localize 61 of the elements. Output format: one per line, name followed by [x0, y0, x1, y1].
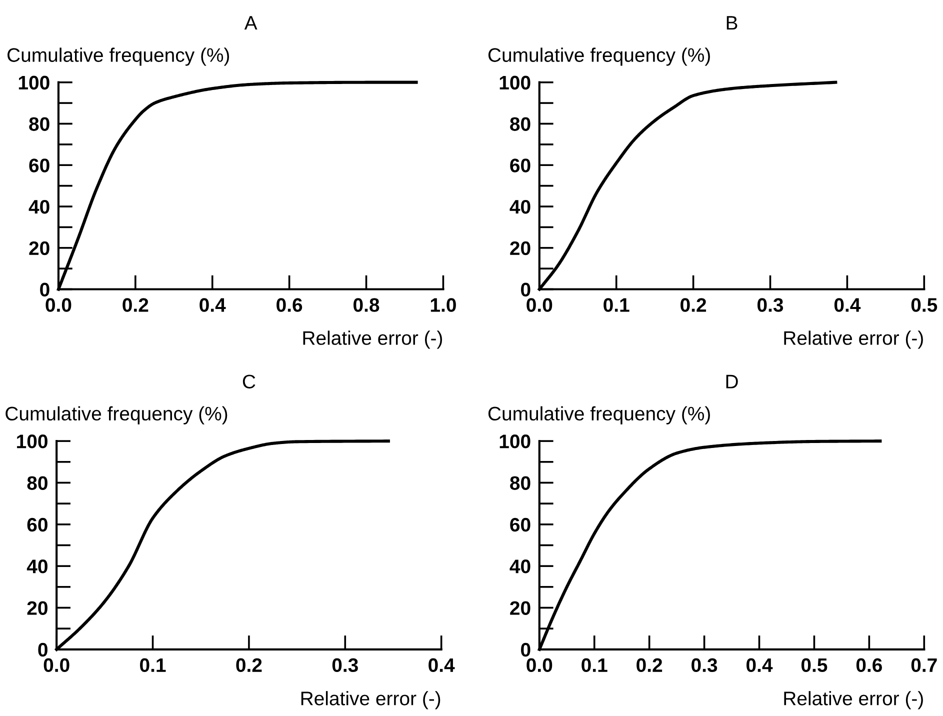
- y-tick-label: 60: [510, 158, 530, 172]
- x-tick-label: 0.3: [757, 298, 784, 312]
- y-tick-label: 20: [510, 601, 530, 615]
- y-tick-label: 60: [29, 158, 50, 172]
- x-axis-title: Relative error (-): [784, 330, 923, 349]
- y-tick-label: 20: [27, 601, 48, 615]
- x-tick-label: 0.0: [46, 298, 72, 312]
- y-tick-label: 100: [17, 434, 48, 448]
- x-tick-label: 0.5: [911, 298, 938, 312]
- y-tick-label: 40: [510, 200, 530, 214]
- y-axis-title: Cumulative frequency (%): [6, 406, 228, 424]
- x-tick-label: 0.4: [746, 658, 773, 672]
- y-tick-label: 40: [28, 200, 50, 214]
- chart-title: A: [244, 16, 258, 30]
- x-axis-title: Relative error (-): [303, 330, 442, 349]
- y-tick-label: 0: [40, 282, 50, 296]
- y-tick-label: 0: [38, 642, 48, 657]
- x-tick-label: 0.3: [692, 658, 718, 672]
- chart-title: B: [726, 16, 738, 30]
- y-tick-label: 100: [500, 434, 530, 448]
- x-tick-label: 1.0: [430, 298, 456, 312]
- x-tick-label: 0.4: [834, 298, 861, 312]
- y-tick-label: 20: [510, 241, 530, 256]
- x-tick-label: 0.2: [680, 298, 706, 312]
- y-tick-label: 60: [27, 518, 48, 532]
- y-axis-title: Cumulative frequency (%): [488, 406, 710, 424]
- y-tick-label: 80: [27, 476, 48, 490]
- y-tick-label: 0: [521, 642, 530, 657]
- x-axis-title: Relative error (-): [784, 691, 923, 710]
- x-tick-label: 0.1: [582, 658, 608, 672]
- x-tick-label: 0.8: [354, 298, 380, 312]
- x-tick-label: 0.0: [44, 658, 70, 672]
- x-tick-label: 0.0: [526, 658, 552, 672]
- x-tick-label: 0.3: [332, 658, 358, 672]
- x-tick-label: 0.2: [636, 658, 662, 672]
- y-tick-label: 80: [29, 117, 50, 131]
- x-tick-label: 0.4: [200, 298, 226, 312]
- x-tick-label: 0.1: [140, 658, 166, 672]
- y-tick-label: 80: [510, 117, 530, 131]
- x-tick-label: 0.6: [856, 658, 882, 672]
- y-tick-label: 40: [26, 560, 48, 574]
- y-tick-label: 20: [29, 241, 50, 256]
- y-tick-label: 80: [510, 476, 530, 490]
- chart-title: C: [242, 374, 256, 388]
- y-tick-label: 100: [18, 76, 50, 90]
- y-tick-label: 0: [521, 282, 530, 296]
- x-tick-label: 0.7: [911, 658, 937, 672]
- y-axis-title: Cumulative frequency (%): [8, 48, 230, 66]
- x-tick-label: 0.2: [122, 298, 148, 312]
- y-tick-label: 40: [510, 560, 530, 574]
- x-tick-label: 0.4: [428, 658, 455, 672]
- x-tick-label: 0.2: [236, 658, 262, 672]
- x-axis-title: Relative error (-): [301, 691, 440, 710]
- y-tick-label: 60: [510, 518, 530, 532]
- x-tick-label: 0.5: [801, 658, 828, 672]
- x-tick-label: 0.1: [604, 298, 630, 312]
- y-tick-label: 100: [500, 76, 530, 90]
- chart-title: D: [726, 374, 738, 388]
- x-tick-label: 0.6: [276, 298, 302, 312]
- y-axis-title: Cumulative frequency (%): [488, 48, 710, 66]
- x-tick-label: 0.0: [526, 298, 552, 312]
